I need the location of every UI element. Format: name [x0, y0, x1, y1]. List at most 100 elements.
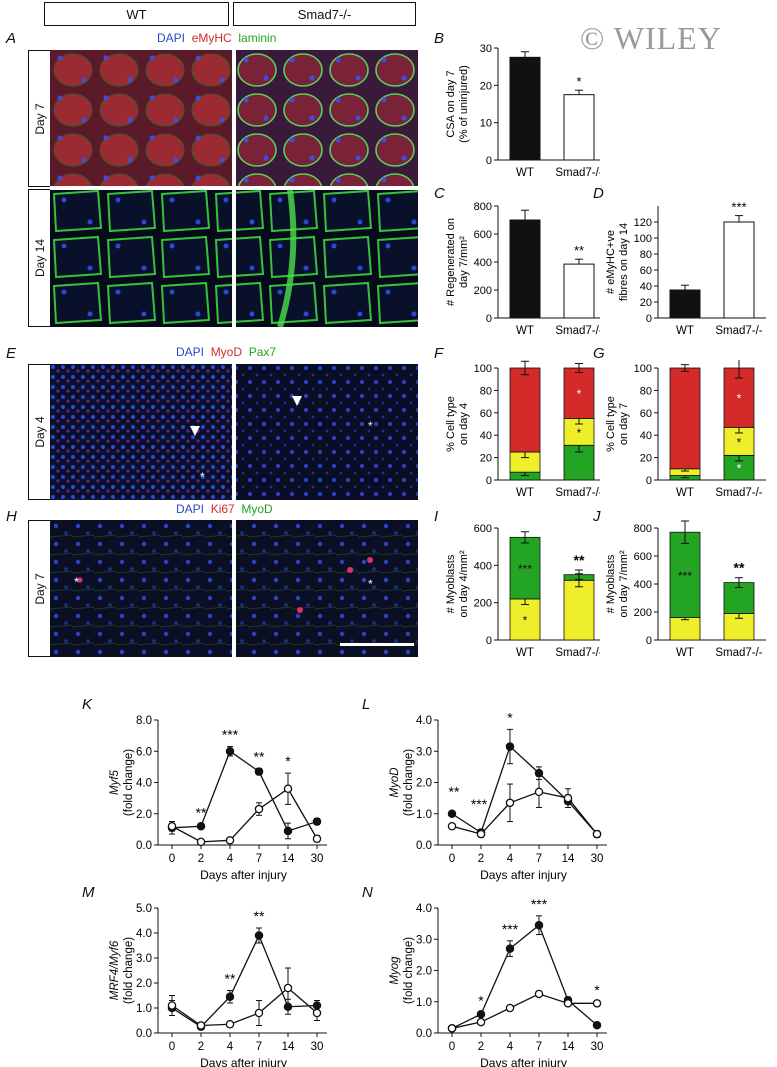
significance-mark: *** — [222, 727, 239, 743]
panel-letter-e: E — [6, 345, 17, 362]
day-label-h: Day 7 — [28, 520, 50, 657]
data-point — [283, 784, 293, 794]
segment-significance: *** — [678, 569, 692, 583]
y-axis-label: Myog — [389, 956, 401, 985]
x-axis-label: Days after injury — [480, 1056, 567, 1067]
y-tick-label: 80 — [640, 385, 652, 397]
y-tick-label: 100 — [634, 363, 652, 375]
y-axis-label: % Cell type — [605, 396, 617, 452]
y-tick-label: 20 — [640, 297, 652, 309]
y-axis-label: # eMyHC+ve — [605, 230, 617, 294]
svg-text:*: * — [368, 419, 373, 433]
data-point — [225, 747, 235, 756]
y-tick-label: 20 — [480, 453, 492, 465]
y-tick-label: 4.0 — [136, 778, 152, 790]
y-tick-label: 4.0 — [416, 903, 432, 915]
x-tick-label: 14 — [282, 853, 295, 865]
day-label-a-day7: Day 7 — [28, 50, 50, 187]
x-axis-label: Days after injury — [480, 868, 567, 882]
significance-mark: * — [478, 993, 484, 1009]
y-tick-label: 60 — [640, 265, 652, 277]
series-line — [171, 987, 318, 1027]
header-smad7: Smad7-/- — [233, 2, 416, 26]
significance-mark: *** — [502, 921, 519, 937]
category-label: Smad7-/- — [555, 487, 600, 499]
stain-legend-e: DAPI MyoD Pax7 — [176, 345, 277, 359]
panel-letter-m: M — [82, 884, 95, 901]
data-point — [225, 836, 235, 845]
bar — [669, 289, 701, 319]
significance-mark: ** — [254, 908, 265, 924]
segment-significance: *** — [518, 562, 532, 576]
y-tick-label: 200 — [474, 285, 492, 297]
x-tick-label: 0 — [449, 853, 455, 865]
y-axis-label: Myf5 — [109, 769, 121, 795]
panel-letter-j: J — [593, 508, 601, 525]
x-tick-label: 4 — [227, 853, 234, 865]
y-axis-label: on day 4 — [458, 403, 470, 445]
data-point — [312, 834, 322, 844]
data-point — [592, 999, 602, 1008]
y-tick-label: 4.0 — [136, 928, 152, 940]
data-point — [196, 1021, 206, 1030]
y-tick-label: 0 — [486, 475, 492, 487]
chart-i: 0 200 400 600 # Myoblasts on day 4/mm² WT Smad7… — [445, 523, 600, 659]
category-label: WT — [516, 647, 534, 659]
stain-legend-h: DAPI Ki67 MyoD — [176, 502, 273, 516]
y-tick-label: 40 — [640, 281, 652, 293]
data-point — [476, 829, 486, 839]
segment-significance: * — [737, 462, 742, 476]
header-wt: WT — [44, 2, 229, 26]
stacked-segment — [669, 367, 701, 470]
category-label: WT — [516, 325, 534, 337]
significance-mark: * — [576, 74, 581, 89]
category-label: WT — [676, 487, 694, 499]
data-point — [592, 1020, 602, 1030]
significance-mark: ** — [574, 552, 585, 568]
stacked-segment — [563, 579, 595, 641]
significance-mark: ** — [449, 784, 460, 800]
significance-mark: * — [285, 753, 291, 769]
y-tick-label: 4.0 — [416, 715, 432, 727]
stacked-segment — [509, 536, 541, 600]
data-point — [447, 809, 457, 819]
x-tick-label: 30 — [591, 1041, 604, 1053]
y-tick-label: 20 — [480, 80, 492, 92]
y-tick-label: 100 — [634, 233, 652, 245]
y-tick-label: 8.0 — [136, 715, 152, 727]
y-tick-label: 0.0 — [136, 840, 152, 852]
segment-significance: * — [577, 426, 582, 440]
panel-letter-g: G — [593, 345, 605, 362]
y-tick-label: 2.0 — [416, 778, 432, 790]
y-tick-label: 10 — [480, 118, 492, 130]
data-point — [505, 798, 515, 808]
category-label: Smad7-/- — [555, 647, 600, 659]
segment-significance: * — [523, 613, 528, 627]
x-axis-label: Days after injury — [200, 868, 287, 882]
category-label: Smad7-/- — [715, 647, 762, 659]
data-point — [254, 804, 264, 814]
y-axis-label: (fold change) — [403, 749, 415, 816]
y-tick-label: 200 — [474, 598, 492, 610]
y-tick-label: 0.0 — [416, 1028, 432, 1040]
data-point — [592, 829, 602, 839]
chart-k: 0.0 2.0 4.0 6.0 8.0 0 2 4 7 14 30 Days after injury… — [109, 715, 327, 882]
category-label: Smad7-/- — [715, 487, 762, 499]
bar — [723, 221, 755, 319]
x-tick-label: 2 — [198, 853, 204, 865]
y-axis-label: # Regenerated on — [445, 218, 457, 306]
y-axis-label: MRF4/Myf6 — [109, 940, 121, 1000]
y-tick-label: 40 — [640, 430, 652, 442]
y-tick-label: 0.0 — [416, 840, 432, 852]
data-point — [196, 837, 206, 847]
x-axis-label: Days after injury — [200, 1056, 287, 1067]
x-tick-label: 14 — [562, 1041, 575, 1053]
x-tick-label: 4 — [227, 1041, 234, 1053]
y-tick-label: 40 — [480, 430, 492, 442]
y-tick-label: 2.0 — [136, 809, 152, 821]
category-label: Smad7-/- — [555, 167, 600, 179]
y-tick-label: 3.0 — [416, 746, 432, 758]
x-tick-label: 0 — [169, 853, 175, 865]
data-point — [505, 944, 515, 953]
data-point — [563, 999, 573, 1008]
